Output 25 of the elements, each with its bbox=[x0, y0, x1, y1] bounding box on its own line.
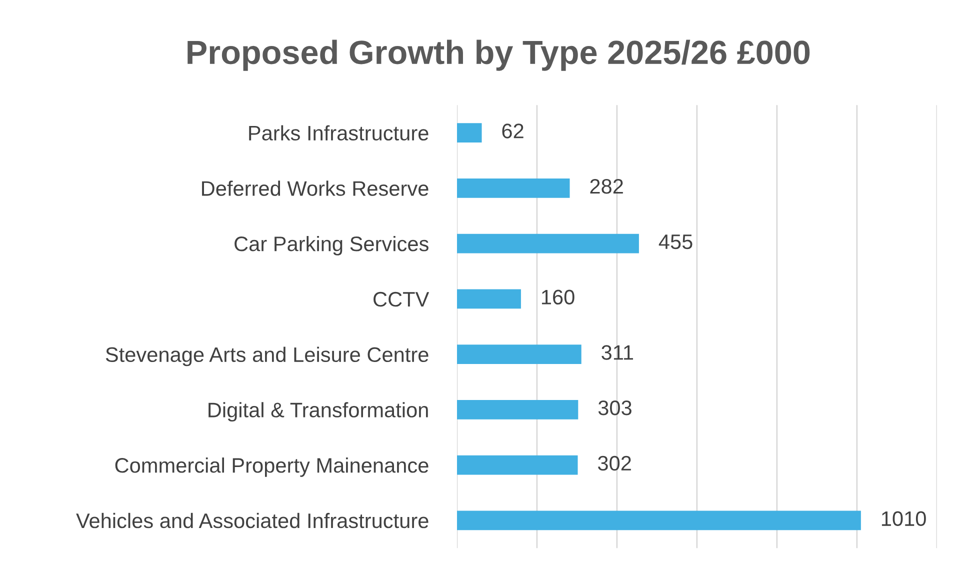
data-label: 282 bbox=[590, 178, 623, 194]
bar bbox=[456, 178, 570, 198]
data-label: 455 bbox=[658, 234, 692, 250]
bar bbox=[456, 400, 578, 420]
data-label: 302 bbox=[598, 456, 631, 471]
data-label: 160 bbox=[542, 290, 574, 304]
bar bbox=[456, 123, 482, 142]
bar bbox=[456, 510, 861, 530]
data-label: 1010 bbox=[882, 511, 926, 526]
y-tick-label: Digital & Transformation bbox=[208, 402, 428, 422]
y-tick-label: Parks Infrastructure bbox=[249, 125, 428, 141]
data-label: 311 bbox=[602, 345, 634, 360]
bar bbox=[456, 455, 578, 475]
y-tick-label: Commercial Property Mainenance bbox=[115, 458, 428, 477]
y-tick-label: Deferred Works Reserve bbox=[202, 180, 428, 196]
bar bbox=[456, 344, 582, 364]
bar bbox=[456, 289, 521, 309]
data-label: 62 bbox=[502, 124, 524, 138]
y-tick-label: CCTV bbox=[374, 292, 430, 307]
bar bbox=[456, 234, 639, 254]
chart-title: Proposed Growth by Type 2025/26 £000 bbox=[188, 40, 810, 71]
y-tick-label: Stevenage Arts and Leisure Centre bbox=[106, 346, 428, 366]
y-tick-label: Vehicles and Associated Infrastructure bbox=[76, 512, 428, 528]
data-label: 303 bbox=[598, 400, 632, 416]
y-tick-label: Car Parking Services bbox=[234, 236, 428, 256]
